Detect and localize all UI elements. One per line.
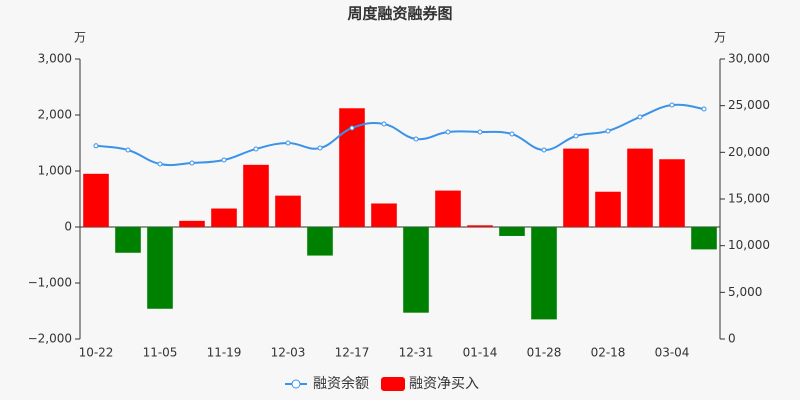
legend-swatch — [381, 377, 405, 391]
chart-title: 周度融资融券图 — [347, 5, 452, 23]
line-point — [221, 157, 227, 163]
bar — [627, 148, 653, 227]
x-tick-label: 12-17 — [335, 346, 370, 360]
bar — [691, 227, 717, 250]
bar — [243, 164, 269, 227]
line-point — [125, 147, 131, 153]
bar — [371, 203, 397, 227]
y-tick-label: 1,000 — [38, 164, 72, 178]
x-tick-label: 11-19 — [207, 346, 242, 360]
y2-tick-label: 5,000 — [728, 285, 762, 299]
line-point — [573, 133, 579, 139]
bar — [595, 191, 621, 227]
x-tick-label: 12-03 — [271, 346, 306, 360]
line-point — [509, 131, 515, 137]
y2-tick-label: 25,000 — [728, 98, 770, 112]
bar — [499, 227, 525, 236]
x-tick-label: 02-18 — [591, 346, 626, 360]
line-point — [285, 140, 291, 146]
y2-tick-label: 0 — [728, 332, 736, 346]
y-tick-label: −1,000 — [28, 276, 72, 290]
bar — [307, 227, 333, 256]
line-point — [477, 129, 483, 135]
y-unit: 万 — [74, 31, 86, 45]
y2-tick-label: 15,000 — [728, 192, 770, 206]
line-point — [317, 145, 323, 151]
bar — [531, 227, 557, 320]
bar — [211, 208, 237, 227]
y-tick-label: 3,000 — [38, 52, 72, 66]
bar — [403, 227, 429, 313]
y-tick-label: 0 — [64, 220, 72, 234]
line-point — [669, 102, 675, 108]
line — [95, 103, 705, 167]
y2-tick-label: 30,000 — [728, 52, 770, 66]
line-point — [157, 161, 163, 167]
legend-label: 融资净买入 — [409, 376, 479, 392]
x-tick-label: 11-05 — [143, 346, 178, 360]
line-point — [637, 114, 643, 120]
line-point — [349, 125, 355, 131]
bar — [659, 159, 685, 227]
x-tick-label: 10-22 — [79, 346, 114, 360]
line-point — [93, 143, 99, 149]
y-tick-label: 2,000 — [38, 108, 72, 122]
y2-tick-label: 10,000 — [728, 238, 770, 252]
y2-unit: 万 — [714, 31, 726, 45]
line-point — [253, 146, 259, 152]
legend-marker — [291, 379, 301, 389]
y-tick-label: −2,000 — [28, 332, 72, 346]
line-point — [445, 129, 451, 135]
bar — [275, 195, 301, 227]
line-point — [381, 121, 387, 127]
bar — [435, 190, 461, 227]
line-point — [541, 147, 547, 153]
y2-tick-label: 20,000 — [728, 145, 770, 159]
bar — [83, 173, 109, 227]
bar — [563, 148, 589, 227]
x-tick-label: 12-31 — [399, 346, 434, 360]
line-point — [413, 136, 419, 142]
line-point — [189, 160, 195, 166]
line-point — [605, 128, 611, 134]
bar — [467, 225, 493, 227]
x-tick-label: 01-28 — [527, 346, 562, 360]
bar — [147, 227, 173, 309]
bar — [179, 220, 205, 227]
x-tick-label: 01-14 — [463, 346, 498, 360]
line-point — [701, 106, 707, 112]
x-tick-label: 03-04 — [655, 346, 690, 360]
legend-label: 融资余额 — [313, 375, 369, 392]
bar — [115, 227, 141, 253]
